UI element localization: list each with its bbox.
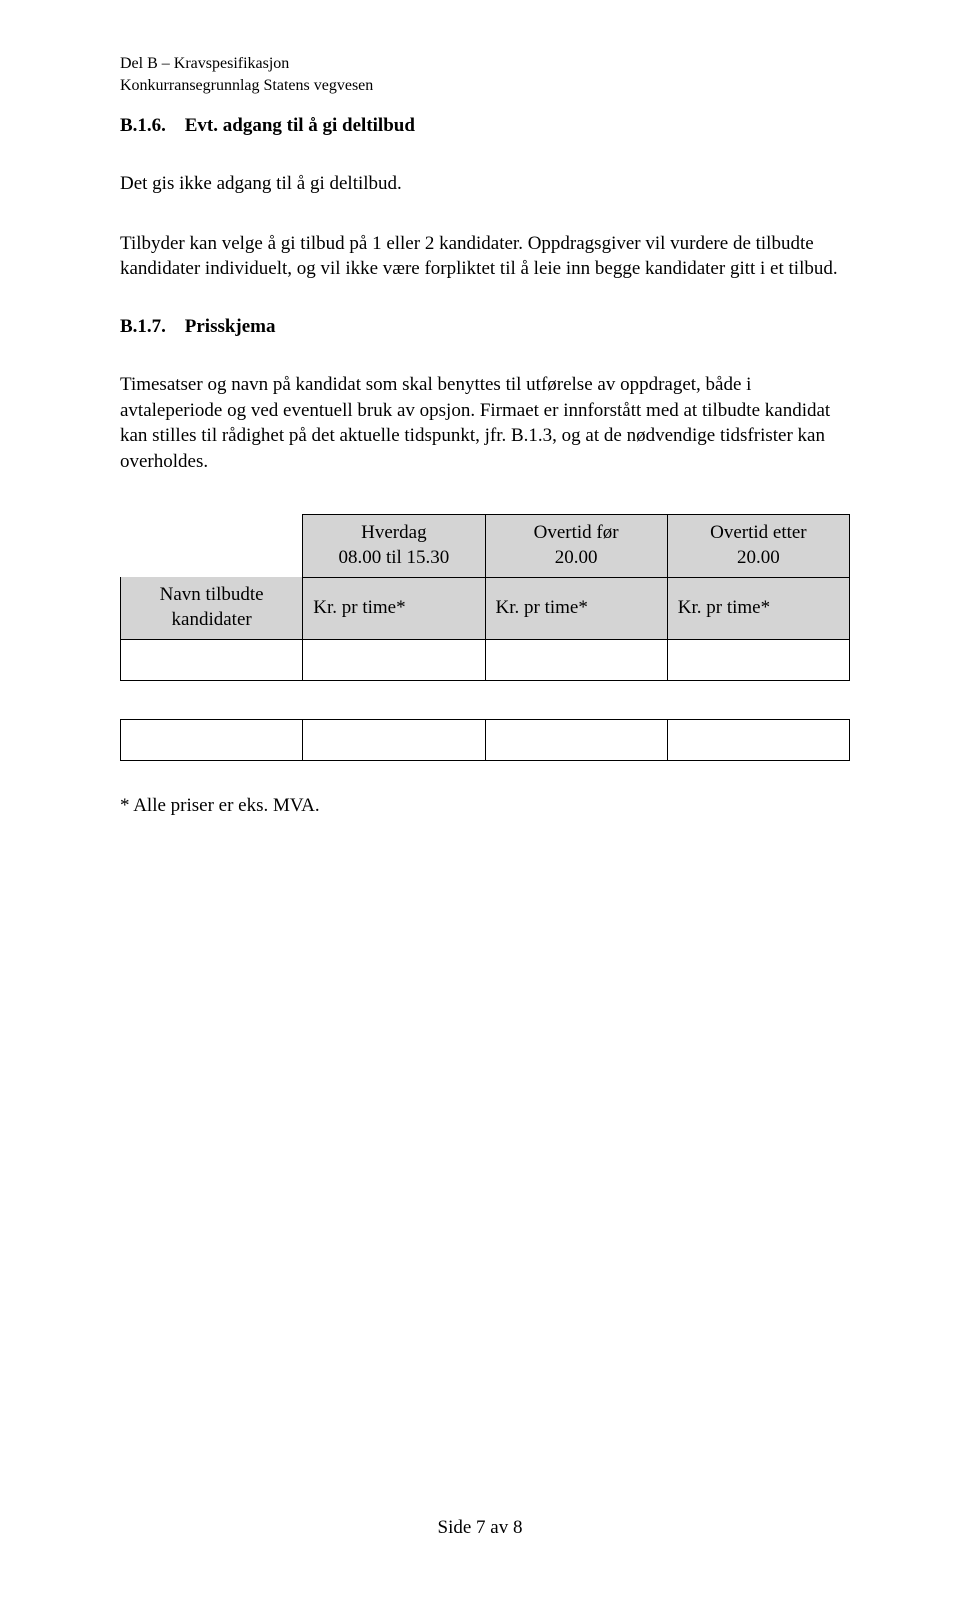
price-table-header-weekday: Hverdag 08.00 til 15.30 bbox=[303, 515, 485, 577]
table-cell bbox=[121, 680, 303, 719]
price-table-header-overtime-before: Overtid før 20.00 bbox=[485, 515, 667, 577]
table-cell bbox=[303, 639, 485, 680]
table-cell bbox=[667, 639, 849, 680]
table-cell bbox=[485, 680, 667, 719]
price-table-header-overtime-after: Overtid etter 20.00 bbox=[667, 515, 849, 577]
table-cell bbox=[485, 639, 667, 680]
price-table-label-rate1: Kr. pr time* bbox=[303, 577, 485, 639]
section-b16-para2: Tilbyder kan velge å gi tilbud på 1 elle… bbox=[120, 231, 850, 282]
page-footer: Side 7 av 8 bbox=[0, 1517, 960, 1539]
table-cell bbox=[667, 680, 849, 719]
section-b17-heading: B.1.7. Prisskjema bbox=[120, 316, 850, 338]
doc-header-title: Konkurransegrunnlag Statens vegvesen bbox=[120, 77, 850, 95]
price-table-rowlabel-candidates: Navn tilbudte kandidater bbox=[121, 577, 303, 639]
table-cell bbox=[485, 719, 667, 760]
section-b16-title: Evt. adgang til å gi deltilbud bbox=[185, 115, 415, 136]
doc-header-part: Del B – Kravspesifikasjon bbox=[120, 55, 850, 73]
section-b16-para1: Det gis ikke adgang til å gi deltilbud. bbox=[120, 171, 850, 197]
table-cell bbox=[121, 719, 303, 760]
section-b16-number: B.1.6. bbox=[120, 115, 180, 137]
section-b17-number: B.1.7. bbox=[120, 316, 180, 338]
table-cell bbox=[303, 719, 485, 760]
table-cell bbox=[121, 639, 303, 680]
section-b17-title: Prisskjema bbox=[185, 316, 276, 337]
price-table: Hverdag 08.00 til 15.30 Overtid før 20.0… bbox=[120, 514, 850, 760]
table-cell bbox=[667, 719, 849, 760]
price-table-label-rate3: Kr. pr time* bbox=[667, 577, 849, 639]
section-b17-para1: Timesatser og navn på kandidat som skal … bbox=[120, 372, 850, 475]
price-table-label-rate2: Kr. pr time* bbox=[485, 577, 667, 639]
price-footnote: * Alle priser er eks. MVA. bbox=[120, 795, 850, 817]
section-b16-heading: B.1.6. Evt. adgang til å gi deltilbud bbox=[120, 115, 850, 137]
table-cell bbox=[303, 680, 485, 719]
